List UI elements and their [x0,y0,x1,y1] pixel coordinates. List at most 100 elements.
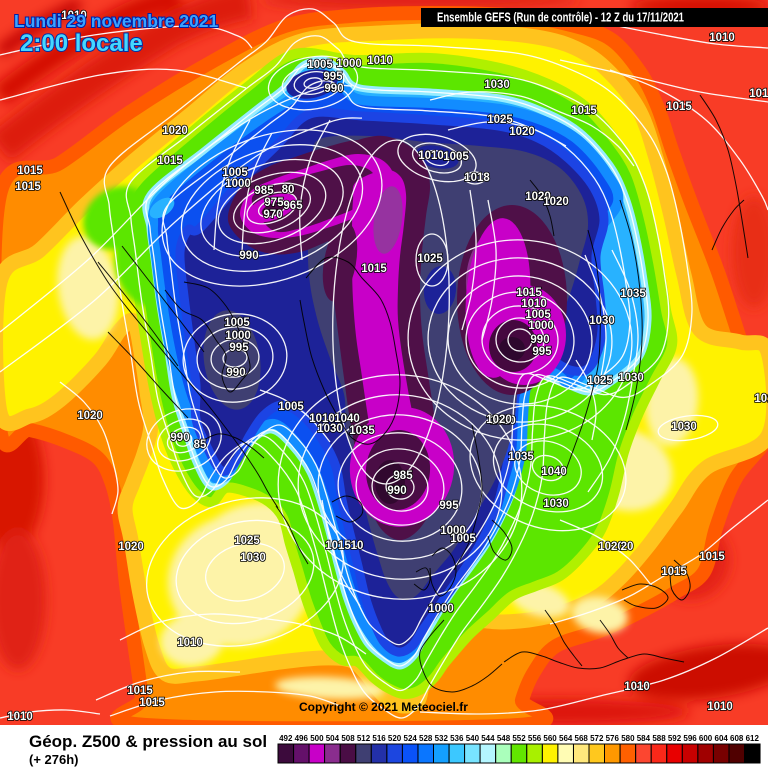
svg-text:556: 556 [528,734,542,743]
svg-text:975: 975 [264,197,284,209]
svg-text:1040: 1040 [541,466,567,478]
svg-text:1010: 1010 [61,10,87,22]
svg-text:1020: 1020 [162,125,188,137]
svg-text:1000: 1000 [528,320,554,332]
svg-text:604: 604 [715,734,729,743]
svg-text:1000: 1000 [225,178,251,190]
svg-text:600: 600 [699,734,713,743]
svg-text:1010: 1010 [418,150,444,162]
svg-text:1020: 1020 [486,414,512,426]
svg-text:1015: 1015 [127,685,153,697]
svg-text:965: 965 [283,200,303,212]
svg-text:1005: 1005 [224,317,250,329]
svg-text:995: 995 [323,71,343,83]
svg-text:1015: 1015 [516,287,542,299]
svg-text:20: 20 [621,541,634,553]
svg-text:1010: 1010 [7,711,33,723]
svg-text:1010: 1010 [624,681,650,693]
svg-text:1015: 1015 [139,697,165,709]
svg-text:1010: 1010 [709,32,735,44]
svg-text:2:00 locale: 2:00 locale [20,30,143,57]
svg-text:Lundi 29 novembre 2021: Lundi 29 novembre 2021 [14,11,219,31]
svg-text:1015: 1015 [17,165,43,177]
svg-text:1030: 1030 [618,372,644,384]
svg-text:1015: 1015 [666,101,692,113]
svg-text:576: 576 [606,734,620,743]
svg-text:990: 990 [170,432,189,444]
svg-text:10: 10 [351,540,364,552]
svg-text:536: 536 [450,734,464,743]
svg-text:Géop. Z500 & pression au sol: Géop. Z500 & pression au sol [29,732,267,751]
svg-text:1030: 1030 [671,421,697,433]
svg-text:101: 101 [754,393,768,405]
svg-text:Copyright © 2021 Meteociel.fr: Copyright © 2021 Meteociel.fr [299,700,468,714]
svg-text:995: 995 [229,342,249,354]
svg-text:592: 592 [668,734,682,743]
svg-text:508: 508 [341,734,355,743]
svg-text:1005: 1005 [443,151,469,163]
svg-text:985: 985 [393,470,413,482]
svg-text:496: 496 [295,734,309,743]
svg-text:1030: 1030 [589,315,615,327]
svg-text:1030: 1030 [543,498,569,510]
svg-text:580: 580 [621,734,635,743]
svg-text:528: 528 [419,734,433,743]
svg-text:1035: 1035 [508,451,534,463]
svg-text:524: 524 [404,734,418,743]
svg-text:1010: 1010 [309,413,335,425]
svg-text:544: 544 [481,734,495,743]
svg-text:1030: 1030 [317,423,343,435]
svg-text:1015: 1015 [325,540,351,552]
svg-text:1005: 1005 [525,309,551,321]
svg-text:1010: 1010 [367,55,393,67]
svg-text:990: 990 [239,250,258,262]
svg-text:560: 560 [543,734,557,743]
svg-text:995: 995 [439,500,459,512]
svg-text:1020: 1020 [525,191,551,203]
svg-text:608: 608 [730,734,744,743]
svg-text:1030: 1030 [484,79,510,91]
svg-text:990: 990 [226,367,245,379]
svg-text:1000: 1000 [336,58,362,70]
svg-text:1005: 1005 [450,533,476,545]
svg-text:540: 540 [466,734,480,743]
svg-text:520: 520 [388,734,402,743]
svg-text:584: 584 [637,734,651,743]
svg-text:1000: 1000 [225,330,251,342]
svg-text:995: 995 [532,346,552,358]
svg-text:568: 568 [575,734,589,743]
svg-text:1020: 1020 [543,196,569,208]
svg-text:532: 532 [435,734,449,743]
svg-text:1000: 1000 [428,603,454,615]
svg-text:564: 564 [559,734,573,743]
svg-text:1020: 1020 [118,541,144,553]
svg-text:588: 588 [652,734,666,743]
svg-text:985: 985 [254,185,274,197]
svg-text:1010: 1010 [707,701,733,713]
svg-text:1005: 1005 [278,401,304,413]
svg-text:1010: 1010 [749,88,768,100]
svg-text:1015: 1015 [361,263,387,275]
svg-text:1010: 1010 [521,298,547,310]
svg-text:1015: 1015 [571,105,597,117]
svg-text:1025: 1025 [417,253,443,265]
svg-text:1015: 1015 [15,181,41,193]
svg-text:1020: 1020 [598,541,624,553]
svg-text:1015: 1015 [661,566,687,578]
svg-text:1025: 1025 [487,114,513,126]
svg-text:1025: 1025 [234,535,260,547]
svg-text:1030: 1030 [240,552,266,564]
svg-text:80: 80 [282,184,295,196]
svg-text:1005: 1005 [222,167,248,179]
svg-text:990: 990 [387,485,406,497]
svg-text:85: 85 [194,439,207,451]
svg-text:572: 572 [590,734,604,743]
svg-text:1018: 1018 [464,172,490,184]
svg-text:1020: 1020 [509,126,535,138]
svg-text:1035: 1035 [620,288,646,300]
svg-text:1020: 1020 [490,415,516,427]
svg-text:1025: 1025 [587,375,613,387]
svg-text:1010: 1010 [177,637,203,649]
svg-text:1015: 1015 [699,551,725,563]
svg-text:1000: 1000 [440,525,466,537]
